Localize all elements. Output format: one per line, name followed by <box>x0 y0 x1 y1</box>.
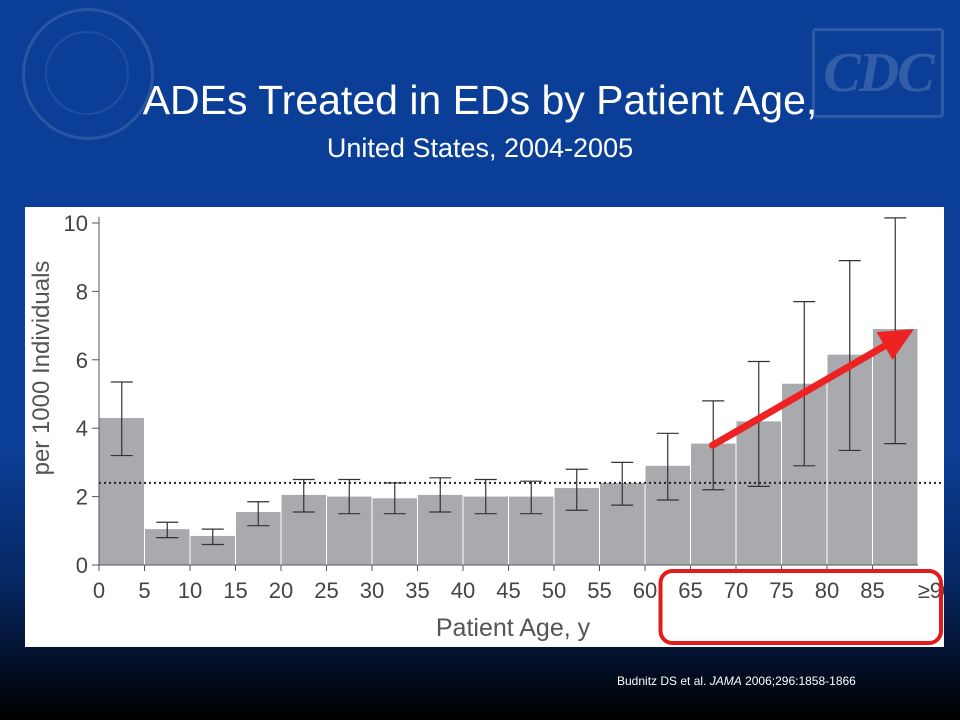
error-bar-55-59 <box>611 461 634 506</box>
error-bar-0-4 <box>110 381 133 457</box>
trend-arrow-head <box>876 329 914 360</box>
y-tick-label-8: 8 <box>76 279 88 304</box>
hhs-seal-eagle-icon <box>45 31 129 115</box>
x-tick-label-2: 10 <box>178 578 202 603</box>
error-bar-60-64 <box>656 432 679 501</box>
citation-authors: Budnitz DS et al. <box>617 674 710 688</box>
chart-panel: 0 2 4 6 8 10 0 5 10 15 20 25 30 35 40 45 50 55 60 65 70 75 80… <box>25 207 944 647</box>
bar-chart: 0 2 4 6 8 10 0 5 10 15 20 25 30 35 40 45 50 55 60 65 70 75 80… <box>28 211 944 645</box>
error-bar-80-84 <box>838 260 861 452</box>
slide-subtitle: United States, 2004-2005 <box>326 133 634 163</box>
x-tick-label-0: 0 <box>93 578 105 603</box>
x-tick-label-5: 25 <box>314 578 338 603</box>
x-tick-label-16: 80 <box>815 578 839 603</box>
error-bar-15-19 <box>247 501 270 527</box>
citation-details: 2006;296:1858-1866 <box>741 674 856 688</box>
x-tick-label-6: 30 <box>360 578 384 603</box>
x-tick-label-9: 45 <box>496 578 520 603</box>
y-ticks-group: 0 2 4 6 8 10 <box>64 211 99 578</box>
cdc-logo-watermark: CDC <box>812 28 944 118</box>
x-tick-label-15: 75 <box>769 578 793 603</box>
error-bar-40-44 <box>474 478 497 515</box>
x-tick-label-1: 5 <box>138 578 150 603</box>
x-tick-label-10: 50 <box>542 578 566 603</box>
y-axis-label: per 1000 Individuals <box>28 261 55 476</box>
error-bar-20-24 <box>292 478 315 513</box>
hhs-seal-watermark <box>22 8 154 140</box>
y-tick-label-10: 10 <box>64 211 88 236</box>
y-tick-label-0: 0 <box>76 553 88 578</box>
y-tick-label-4: 4 <box>76 416 88 441</box>
citation-journal: JAMA <box>709 674 742 688</box>
trend-arrow-shaft <box>709 342 889 449</box>
x-axis-label: Patient Age, y <box>436 614 591 642</box>
x-tick-label-3: 15 <box>223 578 247 603</box>
error-bar-75-79 <box>793 301 816 467</box>
x-tick-label-13: 65 <box>678 578 702 603</box>
error-bar-45-49 <box>520 480 543 515</box>
error-bar-70-74 <box>747 360 770 487</box>
x-tick-label-4: 20 <box>269 578 293 603</box>
y-tick-label-6: 6 <box>76 348 88 373</box>
elderly-highlight-box <box>658 569 943 645</box>
x-tick-label-7: 35 <box>405 578 429 603</box>
x-tick-label-11: 55 <box>587 578 611 603</box>
error-bar-10-14 <box>201 528 224 546</box>
citation: Budnitz DS et al. JAMA 2006;296:1858-186… <box>617 673 856 689</box>
slide-title: ADEs Treated in EDs by Patient Age, <box>142 77 818 123</box>
error-bar-50-54 <box>565 468 588 511</box>
x-tick-label-8: 40 <box>451 578 475 603</box>
y-tick-label-2: 2 <box>76 485 88 510</box>
error-bar-25-29 <box>338 478 361 515</box>
x-tick-label-14: 70 <box>724 578 748 603</box>
x-tick-label-17: 85 <box>860 578 884 603</box>
trend-arrow <box>709 329 914 449</box>
error-bar-5-9 <box>156 521 179 539</box>
x-tick-label-12: 60 <box>633 578 657 603</box>
